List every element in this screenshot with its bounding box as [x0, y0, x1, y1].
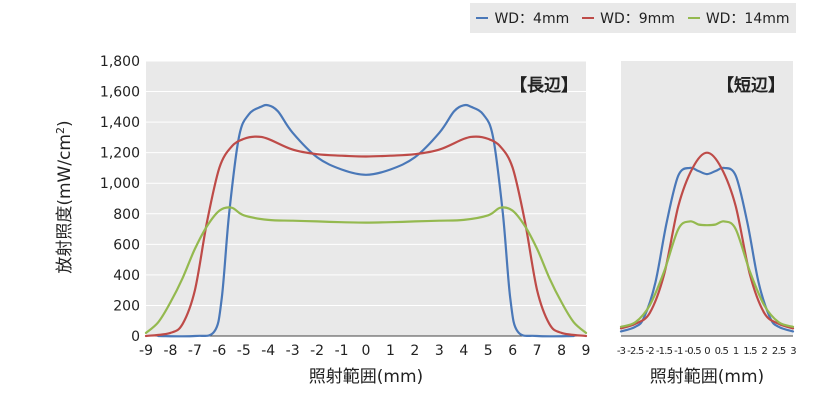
short-title: 【短辺】	[717, 75, 785, 96]
short-series-line-2	[619, 151, 795, 330]
legend-swatch-wd9	[582, 17, 595, 19]
long-y-tick-label: 1,000	[100, 176, 140, 192]
short-x-tick-label: 0.5	[715, 346, 729, 357]
y-axis-label-main: 放射照度(mW/cm	[55, 134, 75, 274]
short-x-tick-label: 1	[733, 346, 739, 357]
short-x-tick-label: 2.5	[772, 346, 786, 357]
long-x-tick-label: 5	[484, 343, 493, 359]
long-x-tick-label: -1	[335, 343, 349, 359]
legend-swatch-wd14	[687, 17, 700, 19]
long-title: 【長辺】	[510, 75, 578, 96]
long-x-tick-label: 1	[386, 343, 395, 359]
long-x-tick-label: 6	[508, 343, 517, 359]
short-x-tick-label: -2	[645, 346, 654, 357]
long-x-tick-label: -9	[139, 343, 153, 359]
chart-long-side: 0 200 400 600 800 1,000 1,200 1,400 1,600 1,800 -9…	[100, 54, 591, 387]
short-series-line-1	[619, 166, 795, 333]
long-x-tick-label: -3	[286, 343, 300, 359]
long-y-tick-label: 800	[113, 207, 140, 223]
long-x-tick-label: 9	[582, 343, 591, 359]
short-x-tick-label: 2	[762, 346, 768, 357]
legend-item-wd9: WD：9mm	[582, 8, 675, 28]
long-series-line-3	[144, 206, 588, 334]
short-x-tick-label: 0	[704, 346, 710, 357]
y-axis-label: 放射照度(mW/cm2)	[54, 120, 75, 273]
long-y-tick-label: 1,400	[100, 115, 140, 131]
long-series-line-1	[157, 103, 575, 338]
legend-item-wd4: WD：4mm	[476, 8, 569, 28]
long-x-tick-label: 3	[435, 343, 444, 359]
long-plot-area	[146, 61, 586, 336]
chart-short-side: -3 -2.5 -2 -1.5 -1 -0.5 0 0.5 1 1.5 2 2.5 3 【短辺】照射範囲(…	[617, 61, 797, 387]
long-series-line-2	[144, 135, 588, 338]
long-x-tick-label: 8	[557, 343, 566, 359]
long-x-tick-label: 7	[533, 343, 542, 359]
legend-label-wd14: WD：14mm	[705, 11, 790, 27]
long-x-tick-label: -7	[188, 343, 202, 359]
legend-item-wd14: WD：14mm	[687, 8, 790, 28]
short-x-tick-label: -2.5	[627, 346, 644, 357]
long-x-tick-label: 2	[410, 343, 419, 359]
long-x-axis-label: 照射範囲(mm)	[309, 367, 423, 387]
legend-label-wd4: WD：4mm	[494, 11, 570, 27]
long-x-tick-label: -8	[163, 343, 177, 359]
long-x-tick-label: -5	[237, 343, 251, 359]
long-y-tick-label: 600	[113, 237, 140, 253]
y-axis-label-close: )	[55, 120, 75, 127]
long-x-tick-label: 0	[362, 343, 371, 359]
short-plot-area	[621, 61, 793, 336]
long-x-tick-label: -6	[212, 343, 226, 359]
long-y-tick-label: 200	[113, 298, 140, 314]
short-series-line-3	[619, 220, 795, 328]
long-x-tick-label: -2	[310, 343, 324, 359]
long-x-tick-label: -4	[261, 343, 275, 359]
legend-swatch-wd4	[476, 17, 489, 19]
short-x-tick-label: 3	[790, 346, 796, 357]
short-x-tick-label: 1.5	[743, 346, 757, 357]
short-x-tick-label: -3	[617, 346, 626, 357]
long-y-tick-label: 0	[131, 329, 140, 345]
long-y-tick-label: 1,600	[100, 85, 140, 101]
short-x-axis-label: 照射範囲(mm)	[650, 367, 764, 387]
long-y-tick-label: 400	[113, 268, 140, 284]
long-y-tick-label: 1,800	[100, 54, 140, 70]
short-x-tick-label: -0.5	[685, 346, 702, 357]
legend: WD：4mm WD：9mm WD：14mm	[470, 3, 796, 33]
short-x-tick-label: -1.5	[656, 346, 673, 357]
legend-label-wd9: WD：9mm	[600, 11, 675, 27]
y-axis-label-sup: 2	[54, 127, 67, 134]
svg-text:放射照度(mW/cm2): 放射照度(mW/cm2)	[54, 120, 75, 273]
short-x-tick-label: -1	[674, 346, 683, 357]
long-x-tick-label: 4	[459, 343, 468, 359]
long-y-tick-label: 1,200	[100, 146, 140, 162]
